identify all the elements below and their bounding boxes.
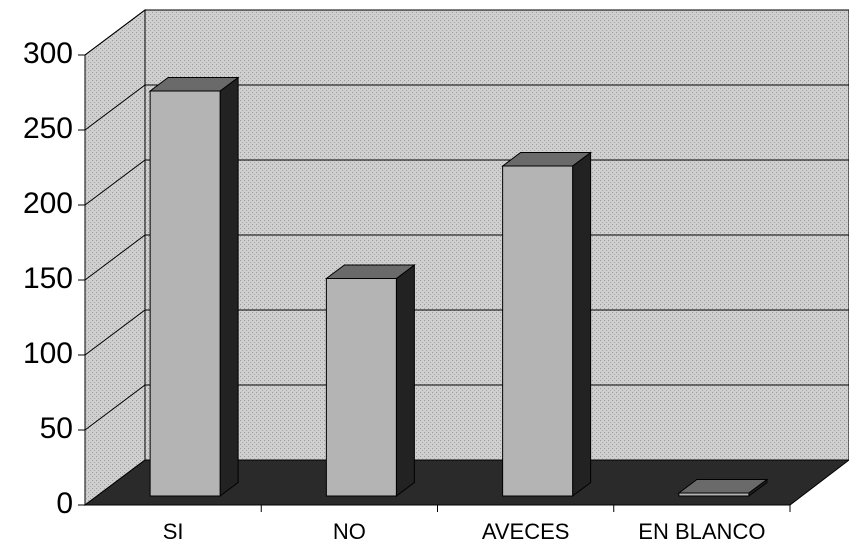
y-tick-label: 50 bbox=[40, 412, 73, 445]
bar-face bbox=[678, 492, 750, 497]
bar-face bbox=[395, 264, 415, 497]
bar bbox=[324, 264, 416, 497]
bar bbox=[148, 76, 240, 497]
grid-line bbox=[84, 309, 849, 356]
grid-line bbox=[84, 159, 849, 206]
x-tick-label: SI bbox=[163, 519, 184, 544]
grid-line bbox=[84, 234, 849, 281]
x-tick-label: EN BLANCO bbox=[638, 519, 765, 544]
bar-face bbox=[502, 165, 574, 497]
bar bbox=[677, 478, 769, 497]
y-tick-label: 200 bbox=[23, 187, 73, 220]
y-tick-label: 150 bbox=[23, 262, 73, 295]
bar-face bbox=[219, 76, 239, 497]
grid-line bbox=[84, 84, 849, 131]
y-tick-label: 0 bbox=[56, 487, 73, 520]
y-tick-label: 100 bbox=[23, 337, 73, 370]
bar-face bbox=[325, 278, 397, 497]
y-tick-label: 300 bbox=[23, 37, 73, 70]
x-tick-label: NO bbox=[333, 519, 366, 544]
x-tick-label: AVECES bbox=[482, 519, 570, 544]
bar-face bbox=[572, 151, 592, 497]
bar bbox=[501, 151, 593, 497]
grid-line bbox=[84, 9, 849, 56]
bar-face bbox=[149, 90, 221, 497]
grid-line bbox=[84, 384, 849, 431]
y-tick-label: 250 bbox=[23, 112, 73, 145]
